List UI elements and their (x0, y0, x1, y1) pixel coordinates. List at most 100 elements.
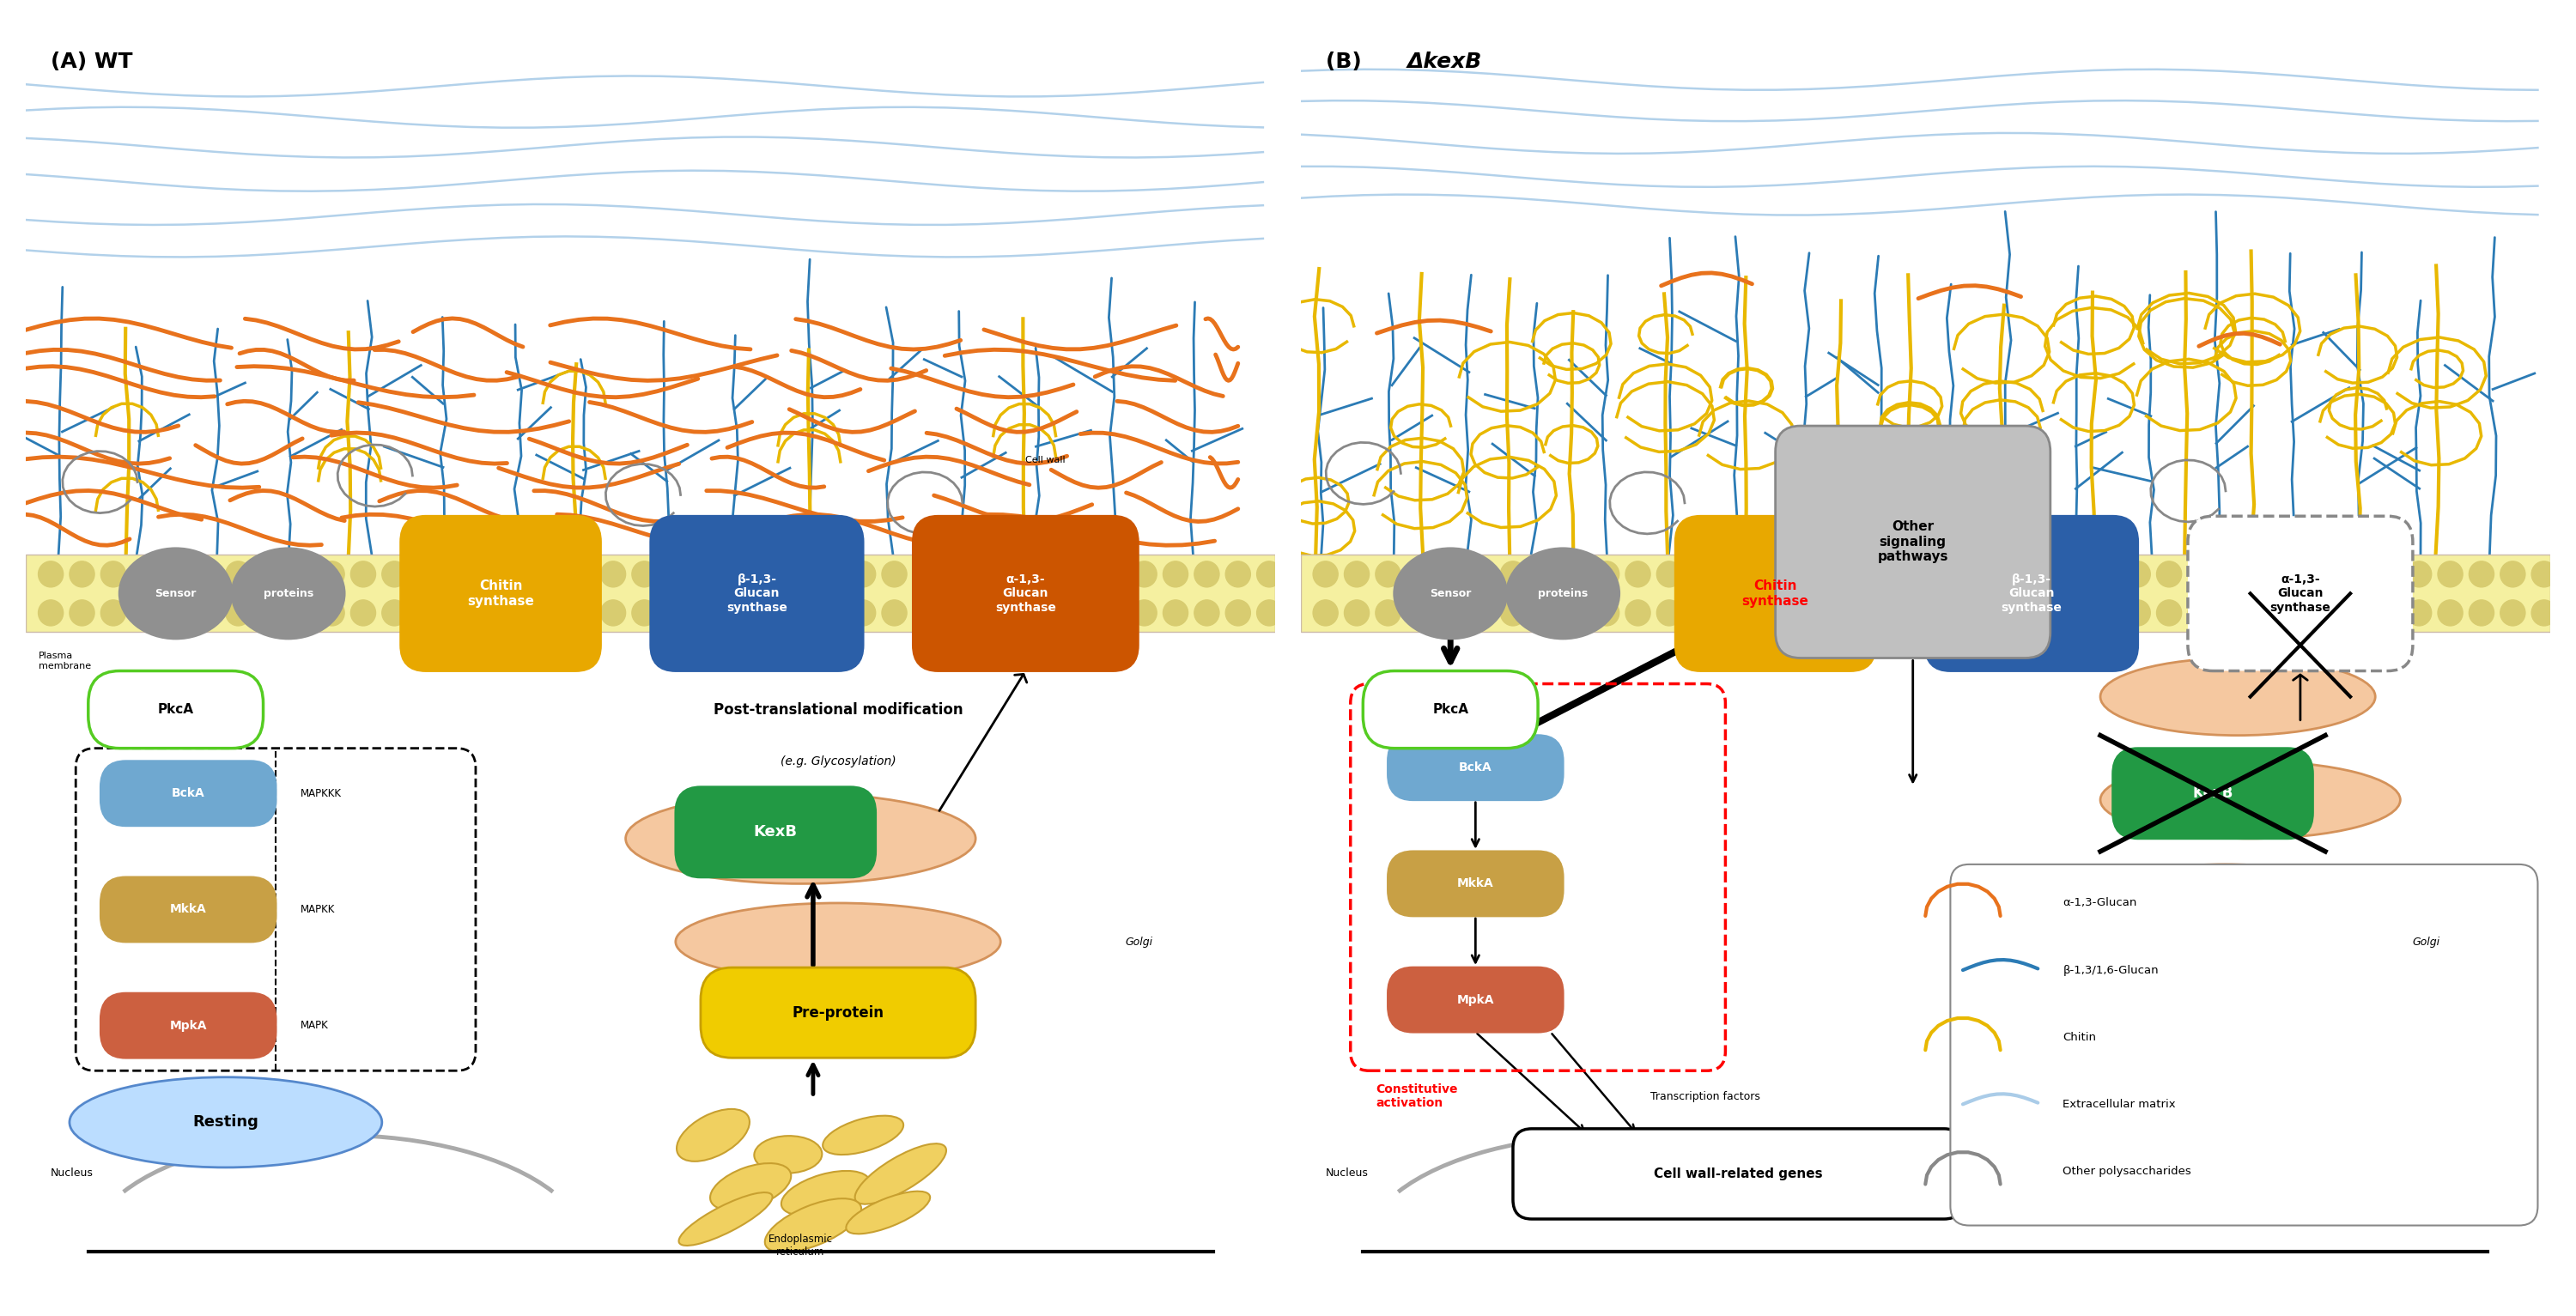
FancyBboxPatch shape (100, 761, 276, 825)
Text: (A) WT: (A) WT (52, 51, 134, 72)
Circle shape (1625, 561, 1651, 587)
Circle shape (1625, 600, 1651, 625)
Circle shape (2437, 600, 2463, 625)
Circle shape (70, 561, 95, 587)
Circle shape (1718, 600, 1744, 625)
Circle shape (976, 561, 999, 587)
Text: proteins: proteins (1538, 588, 1587, 599)
FancyBboxPatch shape (1674, 516, 1875, 671)
Text: Extracellular matrix: Extracellular matrix (2063, 1099, 2177, 1109)
Ellipse shape (2099, 761, 2401, 838)
Text: KexB: KexB (755, 824, 799, 840)
Circle shape (2468, 561, 2494, 587)
Circle shape (2002, 561, 2025, 587)
Ellipse shape (1394, 549, 1507, 638)
Circle shape (912, 600, 938, 625)
Circle shape (1533, 600, 1556, 625)
Circle shape (1468, 561, 1494, 587)
Circle shape (227, 600, 250, 625)
Circle shape (2344, 561, 2370, 587)
Circle shape (2156, 600, 2182, 625)
Circle shape (350, 561, 376, 587)
Text: β-1,3/1,6-Glucan: β-1,3/1,6-Glucan (2063, 965, 2159, 975)
Circle shape (1162, 600, 1188, 625)
Circle shape (193, 600, 219, 625)
Text: MpkA: MpkA (170, 1020, 206, 1032)
Ellipse shape (677, 1109, 750, 1161)
Circle shape (1038, 600, 1064, 625)
Circle shape (507, 561, 531, 587)
Text: KexB: KexB (2192, 786, 2233, 801)
Ellipse shape (855, 1144, 945, 1204)
Ellipse shape (1507, 549, 1620, 638)
Circle shape (1499, 600, 1525, 625)
Circle shape (631, 600, 657, 625)
Circle shape (70, 600, 95, 625)
Circle shape (2187, 561, 2213, 587)
Circle shape (788, 600, 814, 625)
Circle shape (446, 561, 469, 587)
Text: Cell wall-related genes: Cell wall-related genes (1654, 1167, 1821, 1180)
Circle shape (1906, 600, 1932, 625)
Circle shape (1937, 561, 1963, 587)
Circle shape (1069, 600, 1095, 625)
Circle shape (819, 600, 845, 625)
Circle shape (1499, 561, 1525, 587)
Circle shape (1564, 600, 1587, 625)
FancyBboxPatch shape (1363, 671, 1538, 749)
Text: MpkA: MpkA (1458, 994, 1494, 1005)
Circle shape (2344, 600, 2370, 625)
Circle shape (1195, 600, 1218, 625)
Text: MkkA: MkkA (170, 904, 206, 916)
Ellipse shape (781, 1171, 871, 1216)
Text: Golgi: Golgi (2414, 936, 2439, 948)
Circle shape (2532, 561, 2555, 587)
Ellipse shape (70, 1076, 381, 1167)
Circle shape (1376, 561, 1401, 587)
Ellipse shape (626, 794, 976, 884)
Text: BckA: BckA (173, 787, 206, 799)
Circle shape (1257, 600, 1283, 625)
Circle shape (2406, 600, 2432, 625)
Ellipse shape (845, 1191, 930, 1234)
Circle shape (2251, 561, 2275, 587)
Circle shape (1468, 600, 1494, 625)
Circle shape (2125, 561, 2151, 587)
Circle shape (1656, 600, 1682, 625)
Circle shape (2406, 561, 2432, 587)
Text: (B): (B) (1327, 51, 1368, 72)
Circle shape (2313, 600, 2339, 625)
Text: Other
signaling
pathways: Other signaling pathways (1878, 521, 1947, 563)
Ellipse shape (675, 903, 999, 980)
Text: Pre-protein: Pre-protein (793, 1005, 884, 1020)
Circle shape (258, 600, 281, 625)
Circle shape (538, 600, 564, 625)
Circle shape (1038, 561, 1064, 587)
Text: Post-translational modification: Post-translational modification (714, 701, 963, 717)
Circle shape (976, 600, 999, 625)
FancyBboxPatch shape (88, 671, 263, 749)
Circle shape (945, 600, 969, 625)
FancyBboxPatch shape (2112, 749, 2313, 838)
Circle shape (819, 561, 845, 587)
Circle shape (1564, 561, 1587, 587)
Circle shape (1968, 561, 1994, 587)
Circle shape (1007, 600, 1033, 625)
Circle shape (1437, 561, 1463, 587)
FancyBboxPatch shape (402, 516, 600, 671)
Ellipse shape (711, 1163, 791, 1211)
Ellipse shape (2087, 865, 2362, 942)
Circle shape (477, 600, 500, 625)
Circle shape (258, 561, 281, 587)
Circle shape (477, 561, 500, 587)
Circle shape (726, 600, 750, 625)
Circle shape (193, 561, 219, 587)
Text: Constitutive
activation: Constitutive activation (1376, 1083, 1458, 1109)
Ellipse shape (118, 549, 232, 638)
Text: Endoplasmic
reticulum: Endoplasmic reticulum (768, 1233, 832, 1258)
Circle shape (881, 561, 907, 587)
FancyBboxPatch shape (100, 878, 276, 942)
Circle shape (1406, 561, 1432, 587)
Circle shape (569, 561, 595, 587)
Ellipse shape (822, 1116, 904, 1154)
